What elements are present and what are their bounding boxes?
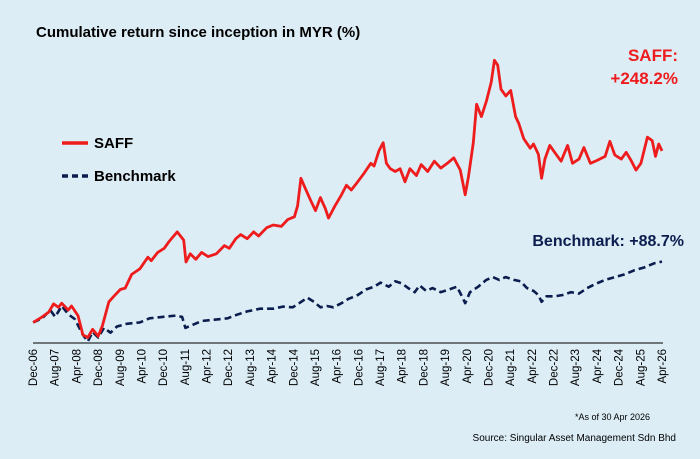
saff-callout-value: +248.2% [610, 69, 678, 88]
benchmark-callout: Benchmark: +88.7% [532, 233, 684, 250]
x-tick-label: Apr-12 [202, 349, 214, 384]
saff-callout-label: SAFF: [628, 46, 678, 65]
x-tick-label: Aug-25 [635, 349, 647, 386]
x-tick-label: Dec-14 [288, 348, 300, 386]
x-tick-label: Aug-09 [115, 349, 127, 386]
x-tick-label: Aug-15 [310, 349, 322, 386]
x-tick-label: Aug-19 [440, 349, 452, 386]
x-tick-label: Dec-18 [418, 349, 430, 386]
x-tick-label: Dec-12 [223, 349, 235, 386]
series-line-saff [32, 58, 664, 339]
chart-title: Cumulative return since inception in MYR… [36, 24, 360, 41]
x-tick-label: Dec-10 [158, 349, 170, 386]
x-tick-label: Apr-14 [267, 348, 279, 383]
x-tick-label: Apr-24 [592, 348, 604, 383]
x-tick-label: Dec-24 [614, 348, 626, 386]
x-tick-label: Aug-23 [570, 349, 582, 386]
x-tick-label: Dec-20 [484, 349, 496, 386]
x-tick-label: Dec-06 [28, 349, 40, 386]
x-tick-label: Apr-26 [657, 349, 669, 384]
legend-label-saff: SAFF [94, 135, 133, 152]
x-tick-label: Dec-22 [549, 349, 561, 386]
x-ticks: Dec-06 Aug-07 Apr-08 Dec-08 Aug-09 Apr-10 Dec-… [28, 348, 669, 386]
x-tick-label: Aug-11 [180, 349, 192, 385]
series-layer [32, 58, 664, 343]
x-tick-label: Aug-17 [375, 349, 387, 386]
series-line-benchmark [32, 260, 663, 343]
x-tick-label: Aug-07 [50, 349, 62, 386]
source-note: Source: Singular Asset Management Sdn Bh… [473, 433, 676, 444]
x-tick-label: Apr-20 [462, 349, 474, 384]
x-tick-label: Apr-08 [71, 349, 83, 384]
x-tick-label: Aug-13 [245, 349, 257, 386]
x-tick-label: Aug-21 [505, 349, 517, 386]
footnote: *As of 30 Apr 2026 [575, 412, 650, 422]
x-tick-label: Apr-10 [136, 349, 148, 384]
x-tick-label: Apr-22 [527, 349, 539, 384]
x-tick-label: Dec-16 [353, 349, 365, 386]
x-tick-label: Apr-18 [397, 349, 409, 384]
legend-label-benchmark: Benchmark [94, 168, 176, 185]
legend: SAFF Benchmark [62, 135, 176, 185]
x-tick-label: Apr-16 [332, 349, 344, 384]
x-tick-label: Dec-08 [93, 349, 105, 386]
